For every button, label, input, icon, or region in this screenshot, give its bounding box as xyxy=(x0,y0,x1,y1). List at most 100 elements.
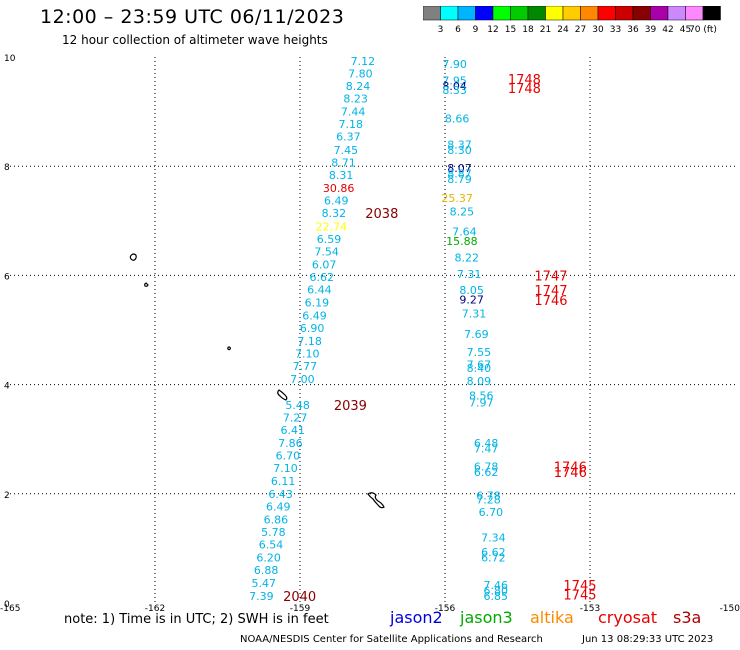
wave-height-reading: 6.49 xyxy=(302,309,327,322)
wave-height-reading: 7.18 xyxy=(339,118,364,131)
wave-height-reading: 5.78 xyxy=(261,526,286,539)
wave-height-reading: 6.49 xyxy=(266,500,291,513)
colorbar-tick-label: 24 xyxy=(557,25,569,35)
legend-altika: altika xyxy=(530,608,574,627)
wave-height-reading: 7.64 xyxy=(452,226,477,239)
wave-height-reading: 6.88 xyxy=(254,564,279,577)
wave-height-reading: 7.95 xyxy=(442,74,467,87)
wave-height-reading: 5.48 xyxy=(285,399,310,412)
wave-height-reading: 15.88 xyxy=(446,235,478,248)
pass-time-label: 1747 xyxy=(534,269,567,284)
wave-height-reading: 6.72 xyxy=(481,552,506,565)
y-tick-label: 4 xyxy=(4,382,10,392)
pass-time-label: 2040 xyxy=(283,590,316,605)
wave-height-reading: 7.86 xyxy=(278,437,303,450)
pass-time-label: 2039 xyxy=(334,399,367,414)
colorbar-tick-label: 30 xyxy=(592,25,604,35)
wave-height-reading: 22.74 xyxy=(316,220,348,233)
island-outline xyxy=(277,389,288,401)
legend-jason2: jason2 xyxy=(390,608,443,627)
x-tick-label: -162 xyxy=(145,604,165,614)
x-tick-label: -159 xyxy=(290,604,311,614)
pass-time-label: 1746 xyxy=(554,466,587,481)
wave-height-reading: 8.56 xyxy=(469,390,494,403)
wave-height-reading: 7.80 xyxy=(348,67,373,80)
wave-height-reading: 7.44 xyxy=(341,106,366,119)
wave-height-reading: 8.23 xyxy=(343,92,368,105)
x-tick-label: -156 xyxy=(435,604,456,614)
island-outline xyxy=(367,492,385,509)
wave-height-reading: 8.05 xyxy=(459,284,484,297)
wave-height-reading: 7.10 xyxy=(273,462,298,475)
page-title: 12:00 – 23:59 UTC 06/11/2023 xyxy=(40,6,345,28)
wave-height-reading: 7.39 xyxy=(249,590,274,603)
wave-height-reading: 8.24 xyxy=(346,80,371,93)
wave-height-reading: 6.54 xyxy=(259,539,284,552)
wave-height-reading: 8.25 xyxy=(450,206,475,219)
wave-height-reading: 7.18 xyxy=(297,335,322,348)
wave-height-reading: 8.07 xyxy=(447,162,472,175)
footer-note: note: 1) Time is in UTC; 2) SWH is in fe… xyxy=(64,612,329,627)
page-subtitle: 12 hour collection of altimeter wave hei… xyxy=(62,33,328,47)
pass-time-label: 1746 xyxy=(554,461,587,476)
wave-height-reading: 7.46 xyxy=(484,579,509,592)
wave-height-reading: 6.86 xyxy=(264,513,289,526)
colorbar-tick-label: 21 xyxy=(540,25,551,35)
colorbar-tick-label: 36 xyxy=(627,25,639,35)
credit-text: NOAA/NESDIS Center for Satellite Applica… xyxy=(240,634,543,645)
wave-height-reading: 7.55 xyxy=(467,346,492,359)
wave-height-reading: 6.70 xyxy=(276,450,301,463)
colorbar-tick-label: 27 xyxy=(575,25,586,35)
colorbar-tick-label: 12 xyxy=(487,25,498,35)
colorbar-tick-label: 3 xyxy=(438,25,444,35)
pass-time-label: 1746 xyxy=(534,294,567,309)
wave-height-reading: 30.86 xyxy=(323,182,355,195)
y-tick-label: 8 xyxy=(4,163,10,173)
wave-height-reading: 6.11 xyxy=(271,475,296,488)
wave-height-reading: 7.31 xyxy=(457,268,482,281)
wave-height-reading: 6.48 xyxy=(474,437,499,450)
wave-height-reading: 8.87 xyxy=(447,167,472,180)
wave-height-reading: 6.37 xyxy=(336,131,361,144)
wave-height-reading: 8.31 xyxy=(329,169,354,182)
wave-height-reading: 8.09 xyxy=(467,375,492,388)
wave-height-reading: 6.78 xyxy=(476,489,501,502)
island-outline xyxy=(129,253,137,261)
wave-height-reading: 6.80 xyxy=(484,584,509,597)
wave-height-reading: 6.62 xyxy=(474,466,499,479)
colorbar-tick-label: 45 xyxy=(680,25,691,35)
wave-height-reading: 7.77 xyxy=(293,360,318,373)
colorbar-tick-label: 39 xyxy=(645,25,657,35)
wave-height-reading: 6.44 xyxy=(307,284,332,297)
colorbar-tick-label: 6 xyxy=(455,25,461,35)
pass-time-label: 1748 xyxy=(508,73,541,88)
wave-height-reading: 7.28 xyxy=(476,493,501,506)
wave-height-reading: 6.62 xyxy=(481,546,506,559)
wave-height-reading: 6.43 xyxy=(268,488,293,501)
wave-height-reading: 8.30 xyxy=(447,144,472,157)
wave-height-reading: 6.85 xyxy=(484,590,509,603)
wave-height-reading: 7.47 xyxy=(474,442,499,455)
x-tick-label: -150 xyxy=(720,604,740,614)
timestamp: Jun 13 08:29:33 UTC 2023 xyxy=(582,634,714,645)
wave-height-reading: 7.97 xyxy=(469,397,494,410)
wave-height-reading: 7.27 xyxy=(283,411,308,424)
x-tick-label: -165 xyxy=(0,604,20,614)
colorbar-tick-label: 70 (ft) xyxy=(689,25,717,35)
wave-height-reading: 6.70 xyxy=(479,506,504,519)
colorbar-tick-label: 9 xyxy=(473,25,479,35)
wave-height-reading: 7.31 xyxy=(462,308,487,321)
legend-jason3: jason3 xyxy=(460,608,513,627)
wave-height-reading: 25.37 xyxy=(441,192,473,205)
wave-height-reading: 6.49 xyxy=(324,195,349,208)
wave-height-reading: 9.27 xyxy=(459,293,484,306)
wave-height-reading: 5.47 xyxy=(252,577,277,590)
pass-time-label: 1745 xyxy=(563,588,596,603)
wave-height-reading: 8.66 xyxy=(445,113,470,126)
pass-time-label: 1748 xyxy=(508,82,541,97)
wave-height-reading: 8.40 xyxy=(467,362,492,375)
wave-height-reading: 7.00 xyxy=(290,373,315,386)
wave-height-reading: 7.54 xyxy=(314,245,339,258)
wave-height-reading: 7.34 xyxy=(481,531,506,544)
